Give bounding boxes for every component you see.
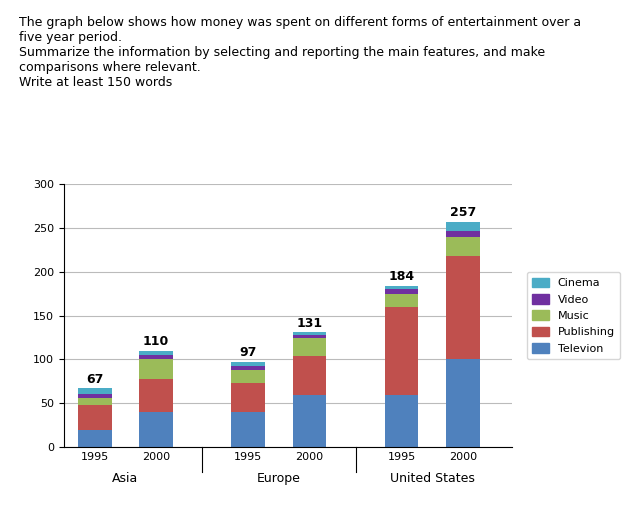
Bar: [231, 370, 265, 383]
Bar: [139, 359, 173, 379]
Bar: [385, 286, 419, 289]
Bar: [78, 398, 111, 405]
Bar: [78, 430, 111, 447]
Bar: [231, 366, 265, 370]
Text: 97: 97: [239, 347, 257, 359]
Bar: [292, 356, 326, 394]
Text: Asia: Asia: [112, 472, 138, 484]
Bar: [292, 394, 326, 447]
Text: United States: United States: [390, 472, 475, 484]
Bar: [139, 412, 173, 447]
Bar: [385, 307, 419, 394]
Text: 184: 184: [388, 270, 415, 283]
Bar: [292, 332, 326, 335]
Bar: [446, 222, 480, 230]
Text: The graph below shows how money was spent on different forms of entertainment ov: The graph below shows how money was spen…: [19, 16, 581, 89]
Bar: [78, 393, 111, 398]
Bar: [385, 394, 419, 447]
Bar: [292, 335, 326, 338]
Bar: [139, 351, 173, 355]
Bar: [78, 388, 111, 393]
Text: 257: 257: [450, 206, 476, 219]
Bar: [231, 383, 265, 412]
Bar: [385, 294, 419, 307]
Bar: [139, 355, 173, 359]
Bar: [231, 362, 265, 366]
Text: 110: 110: [143, 335, 169, 348]
Text: 67: 67: [86, 373, 104, 386]
Bar: [446, 359, 480, 447]
Bar: [139, 379, 173, 412]
Bar: [385, 289, 419, 294]
Bar: [78, 405, 111, 430]
Bar: [446, 256, 480, 359]
Legend: Cinema, Video, Music, Publishing, Televion: Cinema, Video, Music, Publishing, Televi…: [527, 272, 620, 359]
Bar: [446, 230, 480, 237]
Bar: [446, 237, 480, 256]
Text: 131: 131: [296, 317, 323, 330]
Bar: [231, 412, 265, 447]
Bar: [292, 338, 326, 356]
Text: Europe: Europe: [257, 472, 301, 484]
